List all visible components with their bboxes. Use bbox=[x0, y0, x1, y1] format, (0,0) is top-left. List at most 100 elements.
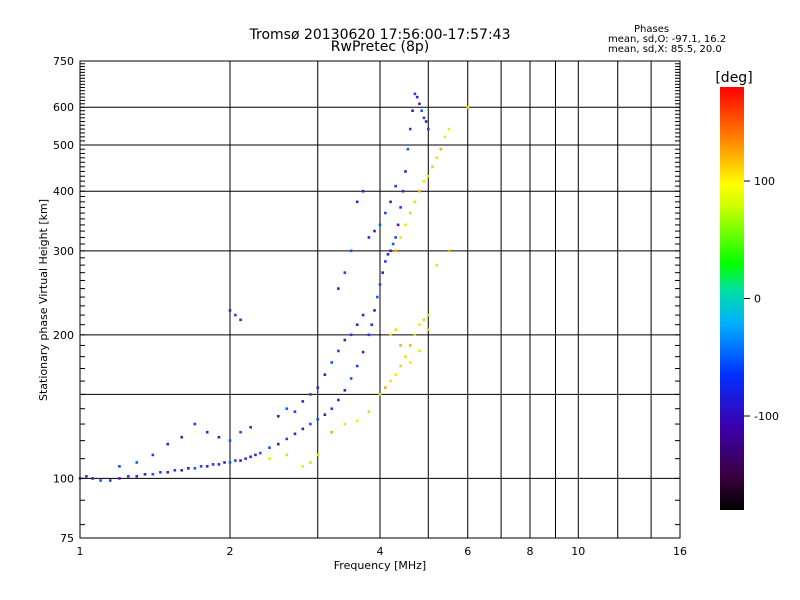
o-mode-point bbox=[217, 463, 221, 466]
axis-ticks: 1 2 4 6 8 10 16 75 100 200 300 400 500 600 750 bbox=[53, 55, 687, 558]
x-mode-point bbox=[394, 249, 397, 253]
x-mode-point bbox=[355, 419, 359, 423]
o-mode-point bbox=[234, 313, 237, 317]
x-mode-point bbox=[367, 410, 371, 413]
colorbar-tick-label: 0 bbox=[754, 293, 761, 306]
o-mode-point bbox=[199, 465, 203, 468]
chart-title: Tromsø 20130620 17:56:00-17:57:43 bbox=[249, 27, 511, 43]
o-mode-point bbox=[166, 442, 170, 446]
o-mode-point bbox=[316, 418, 320, 421]
x-mode-point bbox=[443, 135, 447, 139]
o-mode-point bbox=[239, 459, 242, 462]
x-mode-point bbox=[268, 457, 271, 460]
x-mode-point bbox=[309, 461, 312, 464]
y-tick-label: 400 bbox=[53, 185, 74, 198]
x-mode-point bbox=[343, 422, 347, 426]
o-mode-point bbox=[404, 170, 407, 173]
x-mode-point bbox=[466, 105, 470, 109]
o-mode-point bbox=[413, 92, 417, 96]
o-mode-point bbox=[205, 430, 209, 434]
x-tick-label: 1 bbox=[77, 545, 84, 558]
o-mode-point bbox=[135, 461, 139, 464]
colorbar bbox=[720, 87, 744, 510]
x-mode-point bbox=[404, 223, 407, 227]
o-mode-point bbox=[249, 425, 252, 429]
o-mode-point bbox=[337, 349, 340, 353]
o-mode-point bbox=[349, 249, 353, 253]
x-tick-label: 16 bbox=[673, 545, 687, 558]
o-mode-point bbox=[293, 410, 297, 413]
x-axis-label: Frequency [MHz] bbox=[334, 559, 426, 572]
data-points bbox=[78, 92, 470, 482]
o-mode-point bbox=[370, 323, 374, 327]
o-mode-point bbox=[355, 323, 359, 327]
x-mode-point bbox=[418, 323, 421, 327]
o-mode-point bbox=[422, 116, 426, 120]
chart-subtitle: RwPretec (8p) bbox=[330, 39, 430, 55]
o-mode-point bbox=[386, 252, 390, 256]
x-mode-point bbox=[399, 364, 402, 368]
x-mode-point bbox=[285, 453, 289, 457]
x-tick-label: 8 bbox=[527, 545, 534, 558]
o-mode-point bbox=[180, 468, 184, 472]
o-mode-point bbox=[118, 477, 121, 480]
o-mode-point bbox=[118, 465, 121, 468]
y-tick-label: 750 bbox=[53, 55, 74, 68]
o-mode-point bbox=[151, 453, 155, 457]
o-mode-point bbox=[258, 451, 262, 455]
x-tick-label: 10 bbox=[571, 545, 585, 558]
o-mode-point bbox=[389, 249, 392, 253]
o-mode-point bbox=[406, 147, 410, 151]
o-mode-point bbox=[415, 95, 419, 99]
colorbar-tick-label: 100 bbox=[754, 175, 775, 188]
o-mode-point bbox=[323, 373, 327, 376]
o-mode-point bbox=[285, 437, 289, 441]
o-mode-point bbox=[411, 109, 414, 113]
colorbar-label: [deg] bbox=[715, 70, 752, 86]
x-mode-point bbox=[389, 379, 392, 383]
o-mode-point bbox=[293, 432, 297, 436]
o-mode-point bbox=[193, 422, 197, 426]
o-mode-point bbox=[180, 435, 184, 439]
x-mode-point bbox=[404, 355, 407, 358]
x-mode-point bbox=[413, 200, 417, 204]
x-tick-label: 4 bbox=[377, 545, 384, 558]
x-mode-point bbox=[330, 430, 334, 434]
o-mode-point bbox=[143, 473, 147, 476]
x-mode-point bbox=[394, 328, 397, 331]
x-mode-point bbox=[408, 344, 412, 347]
o-mode-point bbox=[159, 470, 162, 474]
o-mode-point bbox=[355, 364, 359, 368]
o-mode-point bbox=[211, 463, 215, 466]
o-mode-point bbox=[173, 468, 177, 472]
colorbar-ticks: 100 0 -100 bbox=[744, 175, 779, 423]
x-mode-point bbox=[394, 373, 397, 376]
y-tick-label: 100 bbox=[53, 472, 74, 485]
o-mode-point bbox=[285, 407, 289, 411]
o-mode-point bbox=[301, 427, 305, 431]
o-mode-point bbox=[396, 223, 400, 227]
o-mode-point bbox=[361, 350, 365, 354]
x-mode-point bbox=[426, 174, 430, 178]
x-mode-point bbox=[399, 344, 402, 347]
o-mode-point bbox=[367, 333, 371, 337]
o-mode-point bbox=[309, 393, 312, 396]
o-mode-point bbox=[418, 102, 421, 106]
o-mode-point bbox=[381, 271, 384, 274]
o-mode-point bbox=[355, 200, 359, 204]
grid-lines bbox=[80, 61, 680, 538]
o-mode-point bbox=[268, 446, 271, 449]
o-mode-point bbox=[166, 470, 170, 474]
o-mode-point bbox=[349, 377, 353, 380]
o-mode-point bbox=[373, 309, 376, 312]
o-mode-point bbox=[301, 400, 305, 403]
o-mode-point bbox=[99, 479, 102, 482]
o-mode-point bbox=[384, 260, 387, 263]
x-tick-label: 6 bbox=[464, 545, 471, 558]
y-axis-label: Stationary phase Virtual Height [km] bbox=[37, 199, 50, 401]
x-mode-point bbox=[426, 313, 430, 317]
x-tick-label: 2 bbox=[227, 545, 234, 558]
x-mode-point bbox=[435, 263, 439, 267]
x-mode-point bbox=[422, 179, 426, 183]
